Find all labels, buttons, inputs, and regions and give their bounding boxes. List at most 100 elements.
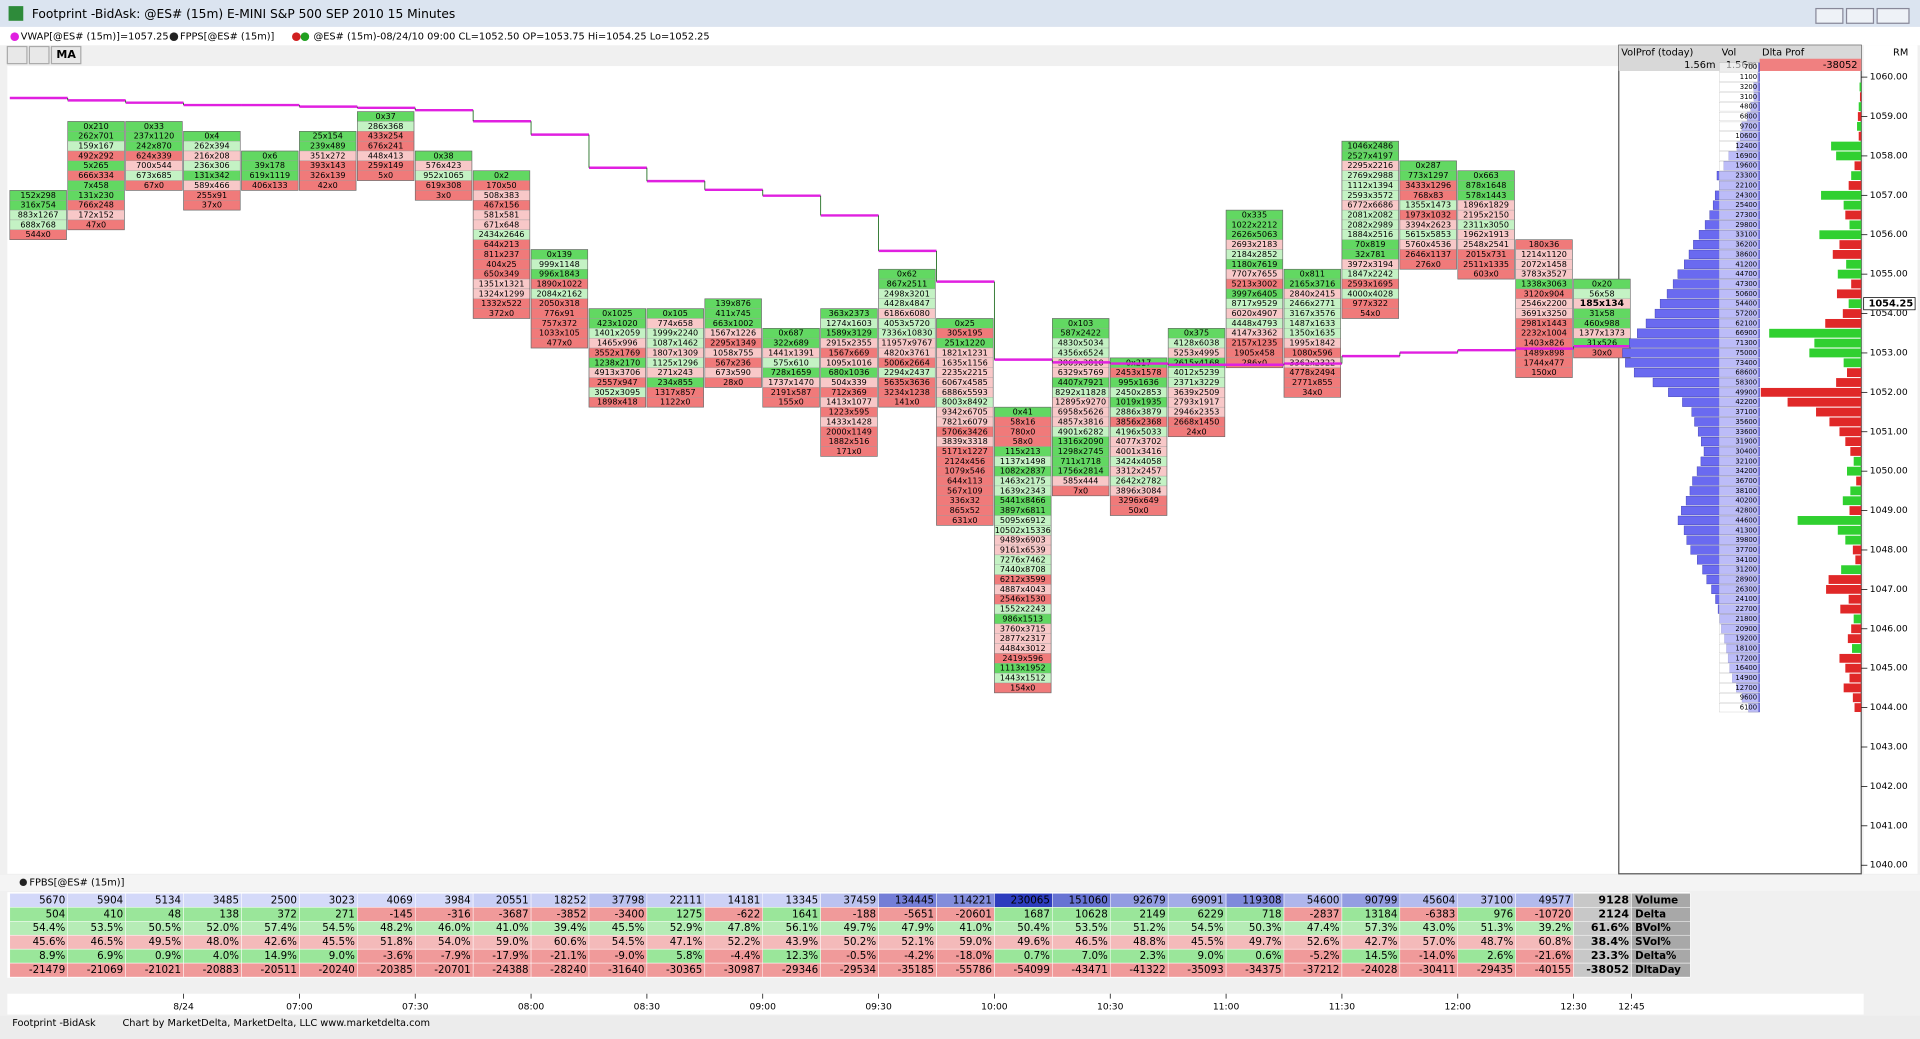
- table-cell: 10628: [1075, 908, 1108, 920]
- maximize-button[interactable]: [1845, 7, 1875, 24]
- volume-label: 34100: [1735, 556, 1757, 564]
- footprint-cell: 1350x1635: [1289, 329, 1335, 338]
- footprint-cell: 4484x3012: [1000, 644, 1046, 653]
- volume-cell-bg: [1719, 594, 1759, 604]
- tool-button[interactable]: [28, 45, 50, 65]
- footprint-cell: 0x38: [433, 151, 453, 160]
- price-tick-label: 1048.00: [1870, 544, 1908, 555]
- footprint-cell: 2419x596: [1002, 654, 1043, 663]
- delta-bar: [1854, 161, 1862, 171]
- delta-bar: [1760, 387, 1862, 397]
- volume-cell-bg: [1719, 673, 1759, 683]
- footprint-cell: 712x369: [831, 388, 867, 397]
- volume-bar: [1629, 338, 1760, 348]
- footprint-cell: 2915x2355: [826, 339, 872, 348]
- footprint-cell: 180x36: [1529, 240, 1559, 249]
- table-cell: 3984: [445, 894, 471, 906]
- footprint-cell: 0x210: [83, 122, 108, 131]
- tool-button[interactable]: [6, 45, 28, 65]
- ma-button[interactable]: [50, 45, 82, 65]
- rm-button[interactable]: RM: [1893, 48, 1908, 59]
- volume-cell-bg: [1719, 328, 1759, 338]
- footprint-cell: 673x590: [715, 368, 751, 377]
- price-tick-label: 1059.00: [1870, 111, 1908, 122]
- minimize-button[interactable]: [1815, 7, 1844, 24]
- price-tick-label: 1056.00: [1870, 229, 1908, 240]
- volume-label: 37700: [1735, 546, 1757, 554]
- time-label: 10:00: [981, 1002, 1008, 1013]
- footprint-column: [820, 308, 878, 457]
- footprint-cell: 1095x1016: [826, 358, 872, 367]
- table-cell: -21021: [145, 964, 181, 976]
- footprint-cell: 1567x1226: [710, 329, 756, 338]
- table-cell: -21069: [87, 964, 123, 976]
- footprint-column: [9, 190, 67, 240]
- volume-label: 23300: [1735, 172, 1757, 180]
- volume-cell-bg: [1719, 121, 1759, 131]
- footprint-cell: 3972x3194: [1347, 260, 1393, 269]
- footprint-cell: 172x152: [78, 211, 114, 220]
- footprint-cell: 234x855: [657, 378, 693, 387]
- footprint-cell: 2082x2989: [1347, 220, 1393, 229]
- volume-bar: [1677, 515, 1760, 526]
- volume-label: 58300: [1735, 378, 1757, 386]
- footprint-cell: 492x292: [78, 151, 114, 160]
- footprint-cell: 9342x6705: [942, 408, 988, 417]
- footprint-cell: 9489x6903: [1000, 536, 1046, 545]
- footprint-cell: 1884x2516: [1347, 230, 1393, 239]
- close-button[interactable]: [1876, 7, 1910, 24]
- footprint-cell: 773x1297: [1408, 171, 1449, 180]
- footprint-cell: 3312x2457: [1116, 467, 1162, 476]
- volume-label: 19600: [1735, 162, 1757, 170]
- volume-cell-bg: [1719, 417, 1759, 427]
- volume-label: 40200: [1735, 497, 1757, 505]
- volume-cell-bg: [1719, 387, 1759, 397]
- volume-cell-bg: [1719, 318, 1759, 328]
- table-cell: 41.0%: [496, 922, 529, 934]
- footprint-cell: 6020x4907: [1232, 309, 1278, 318]
- footprint-cell: 4053x5720: [884, 319, 930, 328]
- table-cell: 48.7%: [1481, 936, 1514, 948]
- delta-bar: [1856, 476, 1862, 486]
- footprint-cell: 1082x2837: [1000, 467, 1046, 476]
- status-tab[interactable]: Footprint -BidAsk: [12, 1018, 96, 1029]
- volume-label: 66900: [1735, 329, 1757, 337]
- table-cell: 8.9%: [39, 950, 65, 962]
- table-cell: 504: [46, 908, 66, 920]
- footprint-cell: 996x1843: [539, 270, 580, 279]
- footprint-cell: 2511x1335: [1463, 260, 1509, 269]
- table-cell: 39.4%: [554, 922, 587, 934]
- table-cell: 45.5%: [1191, 936, 1224, 948]
- table-cell: 230065: [1011, 894, 1050, 906]
- delta-bar: [1787, 397, 1862, 407]
- title-bar: [0, 0, 1920, 27]
- footprint-cell: 152x298: [20, 191, 56, 200]
- footprint-cell: 0x33: [144, 122, 164, 131]
- footprint-cell: 4857x3816: [1058, 417, 1104, 426]
- table-cell: -41322: [1129, 964, 1165, 976]
- table-cell: 92679: [1133, 894, 1166, 906]
- footprint-cell: 363x2373: [829, 309, 870, 318]
- table-cell: 1641: [792, 908, 818, 920]
- footprint-cell: 3052x3095: [594, 388, 640, 397]
- footprint-cell: 673x685: [136, 171, 172, 180]
- footprint-cell: 4887x4043: [1000, 585, 1046, 594]
- volume-label: 29800: [1735, 221, 1757, 229]
- volume-cell-bg: [1719, 92, 1759, 102]
- table-cell: 14.5%: [1365, 950, 1398, 962]
- volume-cell-bg: [1719, 525, 1759, 535]
- footprint-cell: 3433x1296: [1405, 181, 1451, 190]
- delta-bar: [1849, 220, 1862, 230]
- volume-label: 36200: [1735, 241, 1757, 249]
- delta-bar: [1821, 190, 1862, 200]
- table-cell: 53.5%: [1075, 922, 1108, 934]
- table-cell: 45604: [1423, 894, 1456, 906]
- footprint-cell: 2642x2782: [1116, 477, 1162, 486]
- footprint-cell: 1180x7619: [1232, 260, 1278, 269]
- footprint-cell: 37x0: [202, 201, 222, 210]
- delta-bar: [1832, 250, 1862, 259]
- delta-bar: [1850, 486, 1862, 496]
- table-cell: -30987: [724, 964, 760, 976]
- footprint-cell: 0x6: [262, 151, 277, 160]
- volume-label: 35600: [1735, 418, 1757, 426]
